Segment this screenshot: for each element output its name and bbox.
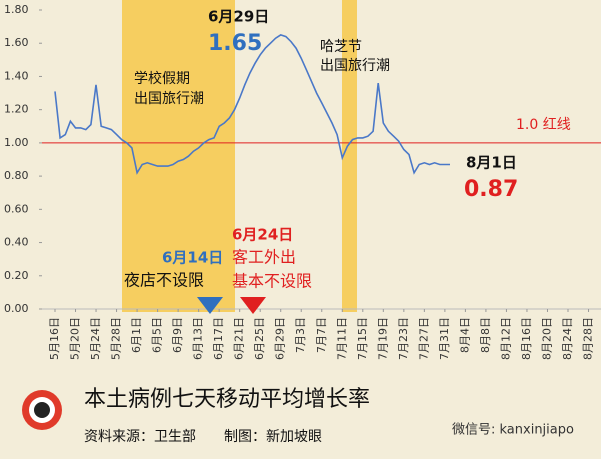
x-tick-label: 8月8日 [479,317,492,353]
x-tick-label: 7月3日 [294,317,307,353]
workers-note: 基本不设限 [232,272,312,291]
x-tick-label: 6月5日 [151,317,164,353]
peak-date: 6月29日 [208,8,269,26]
x-tick-label: 6月9日 [171,317,184,353]
x-tick-label: 8月16日 [520,317,533,360]
school-note: 学校假期 [134,70,190,87]
hari-raya-note: 哈芝节 [320,39,362,55]
hari-raya-note: 出国旅行潮 [320,58,390,74]
x-tick-label: 6月13日 [192,317,205,360]
wechat-id: 微信号: kanxinjiapo [452,423,574,438]
x-tick-label: 5月20日 [69,317,82,360]
x-tick-label: 7月11日 [335,317,348,360]
peak-value: 1.65 [208,31,262,56]
workers-note: 客工外出 [232,248,296,267]
y-tick-label: 1.20 [4,103,29,116]
x-tick-label: 7月7日 [315,317,328,353]
y-tick-label: 1.00 [4,136,29,149]
y-tick-label: 0.40 [4,236,29,249]
x-tick-label: 6月29日 [274,317,287,360]
x-tick-label: 5月24日 [89,317,102,360]
marker-triangle [197,297,223,314]
latest-value: 0.87 [464,177,518,202]
latest-date: 8月1日 [466,154,517,172]
x-tick-label: 7月31日 [438,317,451,360]
x-tick-label: 8月12日 [499,317,512,360]
school-note: 出国旅行潮 [134,91,204,107]
credit: 制图：新加坡眼 [224,429,322,445]
x-tick-label: 6月21日 [233,317,246,360]
line-series [54,34,450,175]
y-tick-label: 0.00 [4,302,29,315]
x-tick-label: 7月27日 [417,317,430,360]
x-tick-label: 5月28日 [110,317,123,360]
school-holiday-band [122,0,235,312]
x-tick-label: 7月19日 [376,317,389,360]
x-tick-label: 8月4日 [458,317,471,353]
logo [22,390,62,430]
y-tick-label: 0.80 [4,169,29,182]
nightlife-date: 6月14日 [162,249,223,267]
x-tick-label: 7月15日 [356,317,369,360]
chart-title: 本土病例七天移动平均增长率 [84,387,370,412]
x-tick-label: 6月1日 [130,317,143,353]
source: 资料来源：卫生部 [84,429,196,445]
nightlife-note: 夜店不设限 [124,271,204,290]
y-tick-label: 0.60 [4,202,29,215]
y-tick-label: 1.40 [4,69,29,82]
reference-label: 1.0 红线 [516,117,571,133]
x-tick-label: 8月24日 [561,317,574,360]
x-tick-label: 6月17日 [212,317,225,360]
workers-date: 6月24日 [232,226,293,244]
y-tick-label: 0.20 [4,269,29,282]
x-tick-label: 7月23日 [397,317,410,360]
x-tick-label: 8月20日 [540,317,553,360]
y-tick-label: 1.60 [4,36,29,49]
x-tick-label: 6月25日 [253,317,266,360]
x-tick-label: 5月16日 [48,317,61,360]
hari-raya-band [342,0,357,312]
marker-triangle [240,297,266,314]
y-tick-label: 1.80 [4,3,29,16]
x-tick-label: 8月28日 [582,317,595,360]
